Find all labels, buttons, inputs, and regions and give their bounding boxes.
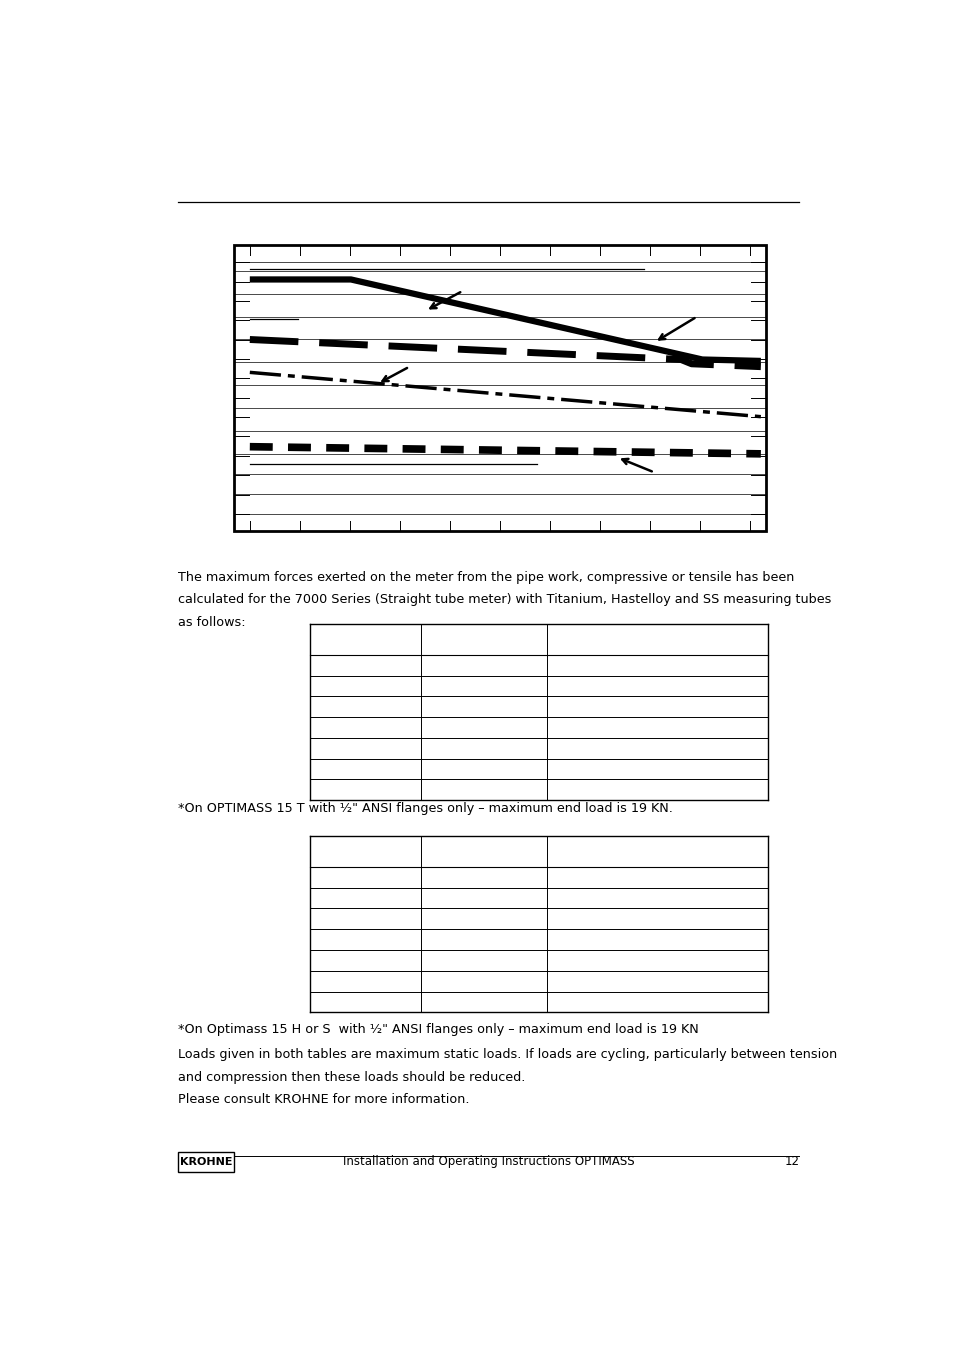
Text: 80 H/S: 80 H/S [315,996,357,1010]
Text: 40 H/S: 40 H/S [315,956,357,968]
Text: *On OPTIMASS 15 T with ½" ANSI flanges only – maximum end load is 19 KN.: *On OPTIMASS 15 T with ½" ANSI flanges o… [178,802,673,815]
Text: 170 KN: 170 KN [426,996,472,1010]
Text: calculated for the 7000 Series (Straight tube meter) with Titanium, Hastelloy an: calculated for the 7000 Series (Straight… [178,594,831,606]
Text: 2 KN: 2 KN [552,680,581,694]
Text: 5 KN: 5 KN [552,914,581,926]
Text: 50 H/S: 50 H/S [315,976,357,990]
Text: 12 KN: 12 KN [552,764,589,776]
Text: 19 KN: 19 KN [426,872,463,886]
Text: 10 H/S: 10 H/S [315,892,357,906]
Text: The maximum forces exerted on the meter from the pipe work, compressive or tensi: The maximum forces exerted on the meter … [178,571,794,583]
Text: 60 KN: 60 KN [426,722,464,736]
Text: KROHNE: KROHNE [180,1157,233,1166]
Text: 1.5 KN: 1.5 KN [552,660,594,672]
Text: 12 KN: 12 KN [552,956,589,968]
Text: Loads given in both tables are maximum static loads. If loads are cycling, parti: Loads given in both tables are maximum s… [178,1048,837,1061]
Bar [310,836,767,1012]
Text: 18 KN: 18 KN [552,996,589,1010]
Text: 06 S: 06 S [315,872,343,886]
Text: 80 KN: 80 KN [426,743,464,756]
Text: 50 T: 50 T [315,764,343,776]
Text: 2 KN: 2 KN [552,892,581,906]
Text: as follows:: as follows: [178,616,246,629]
Text: 60 KN: 60 KN [426,934,464,948]
Text: 230 KN: 230 KN [426,784,472,798]
Text: 19 KN: 19 KN [426,660,463,672]
Text: 1.5 KN: 1.5 KN [552,872,594,886]
Bar [310,624,767,801]
Bar [233,246,765,531]
Bar [178,1152,233,1172]
Text: 15 H/S*: 15 H/S* [315,914,363,926]
Text: 38 KN: 38 KN [426,702,464,714]
Text: 25 T: 25 T [315,722,343,736]
Text: 9 KN: 9 KN [552,722,581,736]
Text: 25 H/S: 25 H/S [315,934,357,948]
Text: 15 T*: 15 T* [315,702,350,714]
Text: 10 T: 10 T [315,680,343,694]
Text: 30 KN: 30 KN [552,784,589,798]
Text: 06 T: 06 T [315,660,343,672]
Text: and compression then these loads should be reduced.: and compression then these loads should … [178,1071,525,1084]
Text: 25 KN: 25 KN [426,680,464,694]
Text: 9 KN: 9 KN [552,934,581,948]
Text: 5 KN: 5 KN [552,702,581,714]
Text: 80 T: 80 T [315,784,343,798]
Text: Please consult KROHNE for more information.: Please consult KROHNE for more informati… [178,1094,470,1107]
Text: 12 KN: 12 KN [552,743,589,756]
Text: 80 KN: 80 KN [426,956,464,968]
Text: Installation and Operating Instructions OPTIMASS: Installation and Operating Instructions … [343,1156,634,1169]
Text: 40 T: 40 T [315,743,343,756]
Text: 12 KN: 12 KN [552,976,589,990]
Text: 12: 12 [783,1156,799,1169]
Text: 80 KN: 80 KN [426,976,464,990]
Text: 170 KN: 170 KN [426,764,472,776]
Text: 38 KN: 38 KN [426,914,464,926]
Text: 25 KN: 25 KN [426,892,464,906]
Text: *On Optimass 15 H or S  with ½" ANSI flanges only – maximum end load is 19 KN: *On Optimass 15 H or S with ½" ANSI flan… [178,1023,699,1035]
